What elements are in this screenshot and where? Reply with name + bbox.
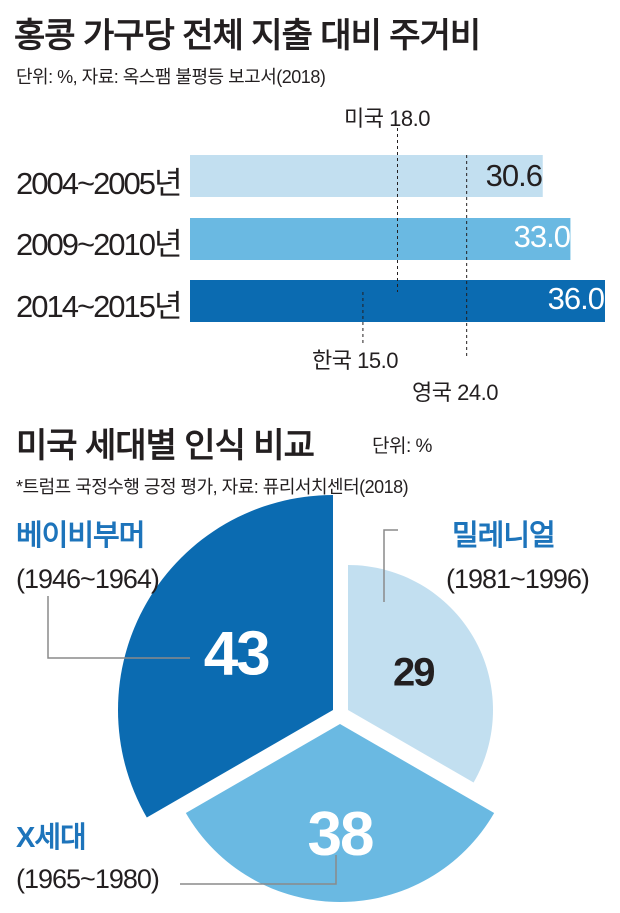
bar-value-label: 30.6 — [485, 158, 543, 193]
slice-value-label: 29 — [393, 650, 434, 694]
pie-chart-unit: 단위: % — [372, 436, 432, 457]
slice-value-label: 43 — [204, 620, 269, 689]
pie-chart-subtitle: *트럼프 국정수행 긍정 평가, 자료: 퓨리서치센터(2018) — [16, 477, 409, 497]
leader-line — [383, 529, 398, 602]
reference-label-uk: 영국 24.0 — [412, 380, 498, 405]
bar-value-label: 36.0 — [547, 281, 605, 316]
legend-label-millennials: 밀레니얼 — [452, 520, 556, 552]
category-label: 2004~2005년 — [16, 166, 183, 201]
bar — [190, 218, 571, 260]
pie-slice — [185, 724, 495, 902]
slice-value-label: 38 — [308, 800, 373, 869]
bar-value-label: 33.0 — [513, 219, 571, 254]
leader-line — [47, 596, 190, 659]
bar-chart — [190, 128, 605, 358]
category-label: 2009~2010년 — [16, 227, 183, 262]
category-label: 2014~2015년 — [16, 289, 183, 324]
legend-label-boomers: 베이비부머 — [16, 520, 145, 552]
pie-chart-title: 미국 세대별 인식 비교 — [16, 427, 315, 465]
leader-line — [180, 855, 337, 885]
reference-label-us: 미국 18.0 — [344, 106, 430, 131]
pie-slice — [348, 565, 493, 783]
bar-chart-subtitle: 단위: %, 자료: 옥스팸 불평등 보고서(2018) — [16, 67, 326, 87]
pie-slice — [117, 495, 333, 818]
legend-label-genx: X세대 — [16, 822, 87, 854]
reference-label-korea: 한국 15.0 — [312, 348, 398, 373]
legend-years-millennials: (1981~1996) — [446, 564, 590, 594]
bar-chart-title: 홍콩 가구당 전체 지출 대비 주거비 — [14, 17, 481, 55]
legend-years-genx: (1965~1980) — [16, 864, 160, 894]
legend-years-boomers: (1946~1964) — [16, 564, 160, 594]
bar — [190, 155, 543, 197]
